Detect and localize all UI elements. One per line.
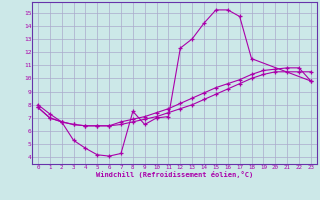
X-axis label: Windchill (Refroidissement éolien,°C): Windchill (Refroidissement éolien,°C) (96, 171, 253, 178)
